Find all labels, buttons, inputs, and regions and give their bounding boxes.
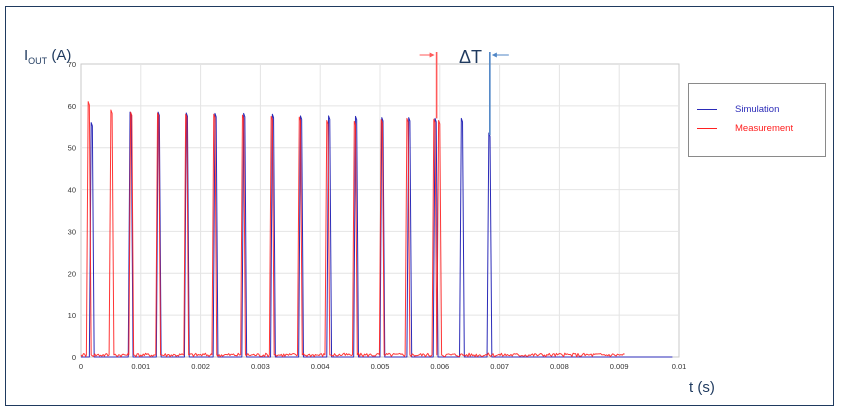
y-label-unit: (A): [51, 47, 72, 64]
legend-swatch-measurement: [697, 127, 717, 129]
series-line-measurement: [80, 101, 625, 358]
y-label-subscript: OUT: [28, 56, 48, 66]
delta-arrowhead-right: [491, 52, 497, 58]
legend-label-simulation: Simulation: [735, 103, 780, 115]
legend-entry-measurement: Measurement: [697, 121, 793, 135]
y-tick-label: 60: [68, 102, 76, 111]
x-tick-label: 0.005: [371, 362, 390, 371]
x-axis-label: t (s): [689, 379, 715, 396]
legend-label-measurement: Measurement: [735, 122, 794, 134]
legend-swatch-simulation: [697, 108, 717, 110]
x-tick-label: 0.01: [672, 362, 687, 371]
x-tick-label: 0.003: [251, 362, 270, 371]
chart-plot: 0 0.001 0.002 0.003 0.004 0.005 0.006 0.007 0.00…: [68, 52, 687, 371]
y-tick-label: 40: [68, 186, 76, 195]
y-axis-label: IOUT (A): [24, 47, 71, 66]
y-tick-label: 50: [68, 144, 76, 153]
x-tick-label: 0.007: [490, 362, 509, 371]
y-tick-label: 30: [68, 227, 76, 236]
x-tick-label: 0: [79, 362, 83, 371]
delta-t-annotation: ΔT: [459, 47, 483, 67]
series-line-simulation: [81, 111, 673, 358]
figure-frame: 0 0.001 0.002 0.003 0.004 0.005 0.006 0.007 0.00…: [5, 6, 834, 406]
x-tick-label: 0.009: [610, 362, 629, 371]
y-label-main: I: [24, 47, 29, 64]
y-tick-label: 0: [72, 353, 76, 362]
x-tick-label: 0.008: [550, 362, 569, 371]
legend: Simulation Measurement: [688, 83, 826, 157]
x-tick-label: 0.001: [131, 362, 150, 371]
y-tick-label: 20: [68, 269, 76, 278]
y-tick-label: 70: [68, 60, 76, 69]
x-tick-label: 0.006: [430, 362, 449, 371]
y-tick-label: 10: [68, 311, 76, 320]
legend-entry-simulation: Simulation: [697, 102, 779, 116]
x-tick-label: 0.004: [311, 362, 330, 371]
delta-arrowhead-left: [429, 52, 435, 58]
x-tick-label: 0.002: [191, 362, 210, 371]
